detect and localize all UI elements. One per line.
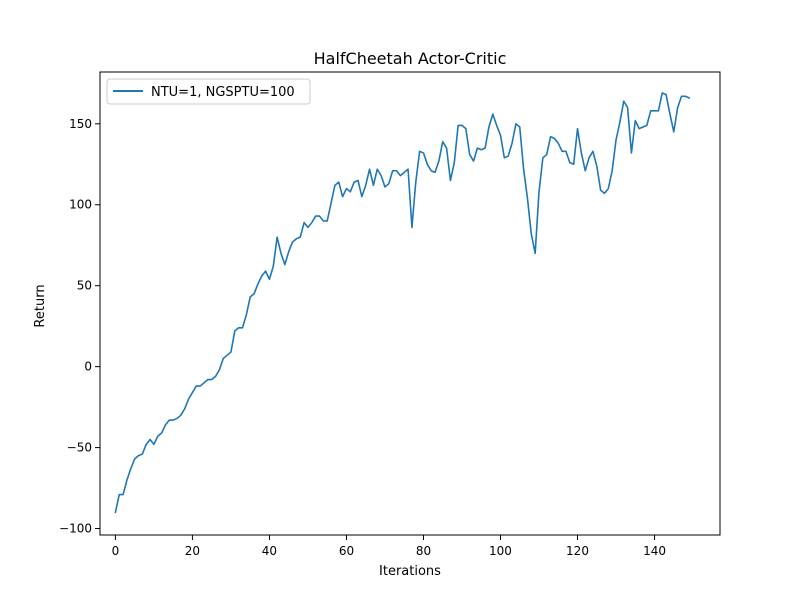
x-tick-label: 20 (185, 544, 200, 558)
y-tick-label: −100 (59, 522, 92, 536)
x-tick-label: 40 (262, 544, 277, 558)
x-axis-label: Iterations (379, 564, 441, 579)
series-line-0 (114, 92, 691, 514)
y-tick-label: −50 (67, 441, 92, 455)
axes-frame (99, 71, 721, 536)
x-tick-label: 60 (339, 544, 354, 558)
legend: NTU=1, NGSPTU=100 (106, 78, 311, 105)
y-tick-label: 50 (77, 279, 92, 293)
legend-box (106, 78, 311, 105)
x-tick-label: 0 (112, 544, 120, 558)
y-axis-label: Return (33, 284, 48, 327)
legend-label: NTU=1, NGSPTU=100 (151, 85, 295, 100)
x-tick-label: 80 (416, 544, 431, 558)
y-tick-label: 0 (84, 360, 92, 374)
x-tick-label: 120 (566, 544, 589, 558)
y-tick-label: 150 (69, 117, 92, 131)
chart-title: HalfCheetah Actor-Critic (314, 49, 507, 68)
y-tick-label: 100 (69, 198, 92, 212)
plot-area: 0 20 40 60 80 100 120 140 −100 −50 0 50 100 150 (59, 71, 721, 558)
x-tick-label: 140 (643, 544, 666, 558)
x-tick-label: 100 (489, 544, 512, 558)
